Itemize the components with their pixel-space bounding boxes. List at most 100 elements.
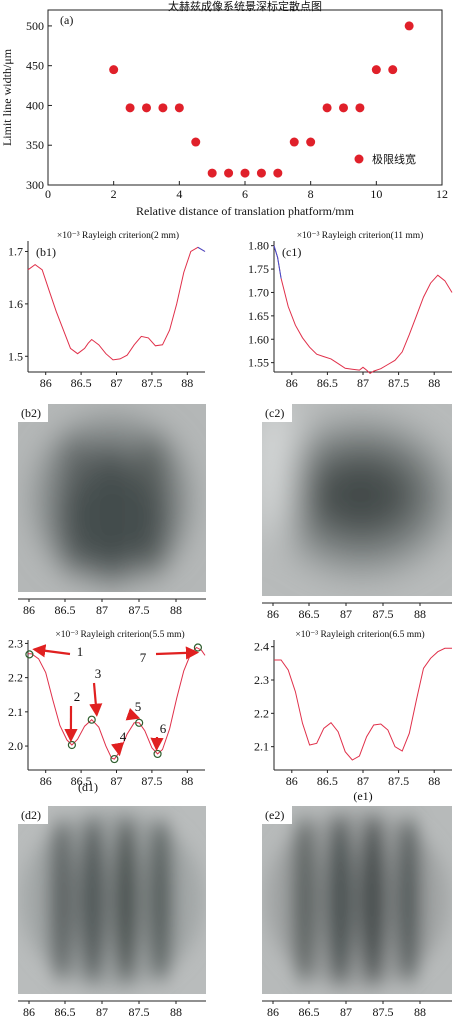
- image-panel-c2: 86 86.5 87 87.5 88 (c2): [262, 404, 452, 621]
- x-tick-label: 88: [181, 774, 193, 788]
- panel-a: 0 2 4 6 8 10 12 300 350 400 450 500 太赫兹成像系统景深标定散点图 (a…: [0, 0, 448, 218]
- x-tick-label: 8: [308, 187, 314, 201]
- x-tick-label: 86: [23, 1005, 35, 1019]
- y-tick-label: 1.75: [248, 262, 269, 276]
- image-panel-b2: 86 86.5 87 87.5 88 (b2): [18, 404, 206, 617]
- data-marker: [193, 643, 203, 652]
- legend-label: 极限线宽: [372, 152, 416, 166]
- data-point: [322, 103, 332, 113]
- x-tick-label: 86.5: [317, 774, 338, 788]
- panel-label: (e2): [265, 808, 284, 822]
- chart-title: 太赫兹成像系统景深标定散点图: [168, 0, 322, 13]
- x-tick-label: 4: [176, 187, 182, 201]
- x-tick-label: 88: [414, 607, 426, 621]
- y-tick-label: 2.3: [254, 673, 269, 687]
- x-tick-label: 2: [111, 187, 117, 201]
- marker-label: 3: [95, 666, 102, 681]
- data-point: [174, 103, 184, 113]
- marker-label: 5: [135, 699, 142, 714]
- x-axis-label: Relative distance of translation phatfor…: [136, 204, 355, 218]
- marker-label: 2: [74, 689, 81, 704]
- data-point: [289, 137, 299, 147]
- image-blob: [20, 810, 204, 990]
- y-tick-label: 2.2: [8, 671, 23, 685]
- x-tick-label: 10: [370, 187, 382, 201]
- x-tick-label: 87: [357, 774, 369, 788]
- series-line-end: [197, 246, 206, 252]
- marker-arrow: [155, 646, 200, 660]
- x-tick-label: 87.5: [388, 774, 409, 788]
- x-tick-label: 0: [45, 187, 51, 201]
- image-blob: [80, 816, 106, 984]
- data-point: [191, 137, 201, 147]
- label-box: [262, 806, 292, 824]
- image-blob: [292, 816, 318, 984]
- data-point: [125, 103, 135, 113]
- x-tick-label: 87: [357, 376, 369, 390]
- y-tick-label: 1.65: [248, 309, 269, 323]
- x-tick-label: 87.5: [141, 774, 162, 788]
- series-line-end: [273, 245, 282, 279]
- y-tick-label: 1.70: [248, 285, 269, 299]
- marker-label: 6: [160, 721, 167, 736]
- x-tick-label: 86.5: [299, 607, 320, 621]
- data-point: [240, 168, 250, 178]
- panel-label: (a): [60, 13, 73, 27]
- x-tick-label: 87: [340, 1005, 352, 1019]
- data-point: [355, 103, 365, 113]
- series-line: [27, 246, 206, 361]
- y-tick-label: 1.6: [8, 297, 23, 311]
- x-tick-label: 86.5: [55, 1005, 76, 1019]
- x-tick-label: 87.5: [129, 1005, 150, 1019]
- image-blob: [359, 814, 387, 986]
- data-point: [158, 103, 168, 113]
- x-tick-label: 87.5: [373, 607, 394, 621]
- x-tick-label: 12: [436, 187, 448, 201]
- x-tick-label: 87.5: [388, 376, 409, 390]
- panel-label: (b1): [36, 245, 56, 259]
- panel-d1: 86 86.5 87 87.5 88 2.0 2.1 2.2 2.3 ×10⁻³ Rayleigh…: [8, 629, 206, 794]
- y-tick-label: 2.0: [8, 739, 23, 753]
- x-tick-label: 87: [96, 1005, 108, 1019]
- image-blob: [57, 475, 167, 565]
- y-tick-label: 350: [26, 138, 44, 152]
- x-tick-label: 88: [414, 1005, 426, 1019]
- x-tick-label: 86.5: [71, 376, 92, 390]
- marker-arrow: [111, 742, 125, 757]
- x-tick-label: 88: [181, 376, 193, 390]
- x-tick-label: 86: [286, 376, 298, 390]
- panel-label: (c1): [282, 245, 301, 259]
- image-blob: [49, 818, 75, 982]
- label-box: [18, 404, 48, 422]
- x-tick-label: 86.5: [71, 774, 92, 788]
- x-tick-label: 86: [40, 774, 52, 788]
- y-axis-label: Limit line width/μm: [0, 48, 14, 146]
- y-tick-label: 1.7: [8, 244, 23, 258]
- x-tick-label: 86: [286, 774, 298, 788]
- x-tick-label: 88: [428, 774, 440, 788]
- chart-title: ×10⁻³ Rayleigh criterion(5.5 mm): [55, 629, 184, 640]
- x-tick-label: 86: [267, 607, 279, 621]
- data-point: [207, 168, 217, 178]
- x-tick-label: 86: [23, 603, 35, 617]
- chart-title: ×10⁻³ Rayleigh criterion(11 mm): [297, 230, 424, 241]
- panel-label: (e1): [353, 789, 372, 803]
- image-blob: [322, 465, 398, 525]
- marker-label: 1: [77, 644, 84, 659]
- panel-e1: 86 86.5 87 87.5 88 2.1 2.2 2.3 2.4 ×10⁻³ Rayleigh…: [254, 629, 452, 803]
- y-tick-label: 2.4: [254, 640, 269, 654]
- data-point: [142, 103, 151, 113]
- image-blob: [113, 816, 139, 984]
- x-tick-label: 6: [242, 187, 248, 201]
- marker-arrow: [125, 707, 141, 721]
- blurred-image: [18, 404, 206, 592]
- series-line: [273, 245, 453, 375]
- data-point: [388, 65, 398, 75]
- legend-marker: [354, 154, 364, 164]
- panel-label: (b2): [21, 406, 41, 420]
- y-tick-label: 450: [26, 59, 44, 73]
- x-tick-label: 88: [170, 603, 182, 617]
- image-blob: [395, 816, 421, 984]
- blurred-image: [18, 806, 206, 994]
- x-tick-label: 87.5: [373, 1005, 394, 1019]
